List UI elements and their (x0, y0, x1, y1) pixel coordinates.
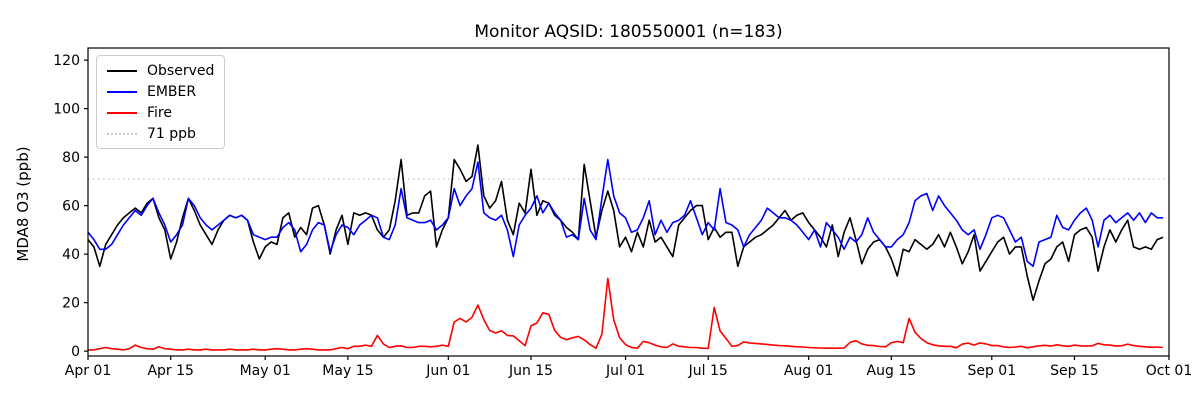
x-tick-label: Sep 01 (967, 363, 1016, 379)
x-tick-label: Aug 01 (784, 363, 834, 379)
legend: Observed EMBER Fire 71 ppb (96, 55, 226, 149)
y-tick-label: 120 (53, 53, 80, 69)
legend-item-ember: EMBER (107, 83, 214, 100)
x-tick-label: Jun 01 (425, 363, 470, 379)
series-line-observed (87, 144, 1164, 301)
legend-item-fire: Fire (107, 104, 214, 121)
legend-label: EMBER (147, 83, 197, 100)
y-tick-label: 80 (62, 150, 80, 166)
x-tick-label: May 01 (240, 363, 291, 379)
x-tick-label: Jul 01 (605, 363, 645, 379)
fire-line-swatch (107, 111, 137, 114)
y-tick-label: 0 (71, 344, 80, 360)
legend-label: Fire (147, 104, 172, 121)
x-tick-label: Apr 15 (147, 363, 193, 379)
chart-title: Monitor AQSID: 180550001 (n=183) (474, 22, 783, 42)
series-line-ember (87, 158, 1164, 268)
x-tick-label: Apr 01 (65, 363, 111, 379)
x-tick-label: Sep 15 (1050, 363, 1099, 379)
threshold-line-swatch (107, 132, 137, 135)
legend-item-observed: Observed (107, 62, 214, 79)
y-tick-label: 20 (62, 296, 80, 312)
y-tick-label: 60 (62, 199, 80, 215)
legend-label: Observed (147, 62, 215, 79)
x-tick-label: Jun 15 (508, 363, 553, 379)
x-tick-label: May 15 (322, 363, 373, 379)
y-tick-label: 100 (53, 102, 80, 118)
series-line-fire (88, 277, 1164, 351)
x-tick-label: Aug 15 (867, 363, 917, 379)
legend-item-threshold: 71 ppb (107, 125, 214, 142)
observed-line-swatch (107, 69, 137, 72)
x-tick-label: Oct 01 (1146, 363, 1192, 379)
x-tick-label: Jul 15 (688, 363, 728, 379)
legend-label: 71 ppb (147, 125, 196, 142)
ember-line-swatch (107, 90, 137, 93)
y-tick-label: 40 (62, 247, 80, 263)
axes-spines (87, 47, 1170, 357)
